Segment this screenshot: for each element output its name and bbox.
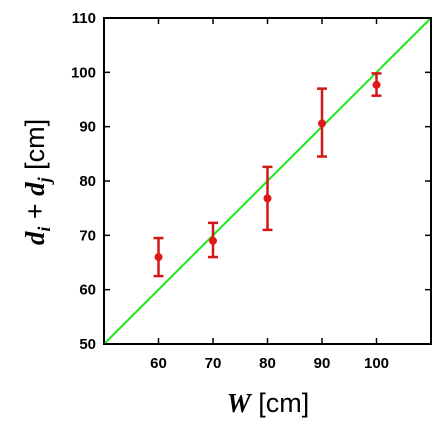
x-tick-label: 100 <box>364 355 389 372</box>
y-axis-symbol: d <box>20 231 50 245</box>
y-tick-label: 100 <box>71 64 96 81</box>
y-tick-label: 110 <box>72 10 96 27</box>
x-tick-label: 80 <box>259 355 276 372</box>
data-point-group <box>153 236 164 278</box>
x-axis-ticks: 60 70 80 90 100 <box>150 18 389 372</box>
y-axis-label: di​ + dj​ [cm] <box>20 119 54 245</box>
y-axis-ticks: 50 60 70 80 90 100 110 <box>71 10 431 353</box>
x-tick-label: 70 <box>205 355 222 372</box>
x-tick-label: 90 <box>314 355 331 372</box>
x-tick-label: 60 <box>150 355 167 372</box>
x-axis-label: W [cm] <box>227 388 310 418</box>
data-point <box>372 80 381 89</box>
data-point-group <box>371 72 382 97</box>
data-point-group <box>262 165 273 232</box>
data-point <box>209 236 217 245</box>
data-point-group <box>208 221 218 259</box>
data-point-group <box>317 87 327 158</box>
y-tick-label: 90 <box>79 119 96 136</box>
data-point <box>154 253 163 262</box>
data-point <box>263 194 272 203</box>
x-axis-symbol: W <box>227 388 253 418</box>
x-axis-unit: [cm] <box>251 388 310 418</box>
y-tick-label: 60 <box>79 282 96 299</box>
y-tick-label: 70 <box>79 227 96 244</box>
y-axis-text: [cm] <box>20 119 50 178</box>
y-tick-label: 50 <box>79 336 96 353</box>
plot-area <box>103 17 432 345</box>
y-axis-text: + <box>20 196 50 227</box>
data-point <box>318 119 326 128</box>
y-axis-symbol: d <box>20 182 50 196</box>
y-axis-subscript: j <box>34 176 54 185</box>
y-tick-label: 80 <box>79 173 96 190</box>
y-axis-subscript: i <box>34 227 54 232</box>
